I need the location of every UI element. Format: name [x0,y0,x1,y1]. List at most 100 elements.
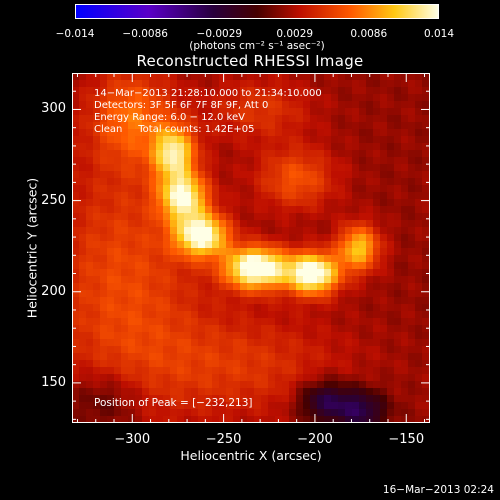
heatmap-cell [394,234,402,242]
heatmap-cell [317,129,325,137]
heatmap-cell [100,192,108,200]
heatmap-cell [282,395,290,403]
heatmap-cell [233,374,241,382]
heatmap-cell [177,234,185,242]
heatmap-cell [324,213,332,221]
heatmap-cell [142,171,150,179]
heatmap-cell [128,220,136,228]
heatmap-cell [345,171,353,179]
heatmap-cell [415,311,423,319]
heatmap-cell [422,94,430,102]
heatmap-cell [408,171,416,179]
heatmap-cell [268,185,276,193]
heatmap-cell [93,234,101,242]
heatmap-cell [338,381,346,389]
heatmap-cell [86,353,94,361]
heatmap-cell [408,269,416,277]
heatmap-cell [191,388,199,396]
heatmap-cell [275,164,283,172]
heatmap-cell [366,234,374,242]
heatmap-cell [394,101,402,109]
heatmap-cell [72,283,80,291]
heatmap-cell [107,94,115,102]
heatmap-cell [142,150,150,158]
heatmap-cell [359,381,367,389]
heatmap-cell [72,213,80,221]
heatmap-cell [177,164,185,172]
heatmap-cell [401,304,409,312]
heatmap-cell [408,143,416,151]
heatmap-cell [226,339,234,347]
heatmap-cell [254,381,262,389]
heatmap-cell [219,220,227,228]
heatmap-cell [289,367,297,375]
heatmap-cell [170,395,178,403]
heatmap-cell [352,122,360,130]
heatmap-cell [254,276,262,284]
heatmap-cell [275,360,283,368]
heatmap-cell [408,206,416,214]
heatmap-cell [226,115,234,123]
heatmap-cell [86,73,94,81]
heatmap-cell [72,227,80,235]
heatmap-cell [128,101,136,109]
heatmap-cell [373,276,381,284]
heatmap-cell [205,304,213,312]
heatmap-cell [394,143,402,151]
heatmap-cell [191,276,199,284]
heatmap-cell [184,108,192,116]
heatmap-cell [345,367,353,375]
heatmap-cell [394,381,402,389]
heatmap-cell [261,150,269,158]
heatmap-cell [205,241,213,249]
heatmap-cell [296,227,304,235]
heatmap-cell [79,87,87,95]
heatmap-cell [107,311,115,319]
heatmap-cell [408,318,416,326]
heatmap-cell [226,283,234,291]
heatmap-cell [79,381,87,389]
heatmap-cell [184,290,192,298]
heatmap-cell [254,269,262,277]
heatmap-cell [254,409,262,417]
heatmap-cell [170,276,178,284]
heatmap-cell [100,262,108,270]
heatmap-cell [415,416,423,423]
heatmap-cell [380,346,388,354]
heatmap-cell [352,143,360,151]
heatmap-cell [177,269,185,277]
heatmap-cell [205,360,213,368]
heatmap-cell [387,409,395,417]
heatmap-cell [100,73,108,81]
heatmap-cell [93,416,101,423]
heatmap-cell [345,115,353,123]
heatmap-cell [184,346,192,354]
heatmap-cell [149,283,157,291]
heatmap-cell [289,171,297,179]
heatmap-cell [422,283,430,291]
heatmap-cell [163,248,171,256]
heatmap-cell [352,416,360,423]
heatmap-cell [254,318,262,326]
heatmap-cell [408,409,416,417]
heatmap-cell [93,339,101,347]
heatmap-cell [156,192,164,200]
heatmap-cell [212,290,220,298]
heatmap-cell [373,192,381,200]
heatmap-cell [212,192,220,200]
heatmap-cell [254,346,262,354]
heatmap-cell [240,402,248,410]
heatmap-cell [254,150,262,158]
heatmap-cell [373,171,381,179]
heatmap-cell [331,115,339,123]
heatmap-cell [198,206,206,214]
heatmap-cell [359,87,367,95]
heatmap-cell [408,213,416,221]
heatmap-cell [100,234,108,242]
heatmap-cell [303,339,311,347]
heatmap-cell [177,73,185,81]
heatmap-cell [415,227,423,235]
heatmap-cell [142,276,150,284]
heatmap-cell [394,248,402,256]
heatmap-cell [233,269,241,277]
